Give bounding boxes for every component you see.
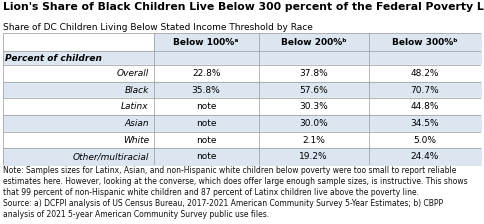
Text: Below 100%ᵃ: Below 100%ᵃ: [173, 38, 239, 47]
Text: 2.1%: 2.1%: [302, 136, 325, 144]
Text: Black: Black: [124, 86, 149, 95]
Text: Latinx: Latinx: [121, 102, 149, 111]
Text: 37.8%: 37.8%: [299, 69, 328, 78]
Text: 30.3%: 30.3%: [299, 102, 328, 111]
Text: note: note: [196, 102, 216, 111]
Text: 19.2%: 19.2%: [300, 152, 328, 161]
Text: White: White: [122, 136, 149, 144]
Text: 24.4%: 24.4%: [410, 152, 439, 161]
Text: note: note: [196, 136, 216, 144]
Text: Below 200%ᵇ: Below 200%ᵇ: [281, 38, 347, 47]
Text: Share of DC Children Living Below Stated Income Threshold by Race: Share of DC Children Living Below Stated…: [3, 23, 313, 32]
Text: 5.0%: 5.0%: [413, 136, 437, 144]
Text: 22.8%: 22.8%: [192, 69, 220, 78]
Text: Asian: Asian: [124, 119, 149, 128]
Text: 57.6%: 57.6%: [299, 86, 328, 95]
Text: note: note: [196, 119, 216, 128]
Text: Percent of children: Percent of children: [5, 54, 102, 63]
Text: 70.7%: 70.7%: [410, 86, 439, 95]
Text: 44.8%: 44.8%: [410, 102, 439, 111]
Text: Lion's Share of Black Children Live Below 300 percent of the Federal Poverty Lin: Lion's Share of Black Children Live Belo…: [3, 2, 484, 12]
Text: 35.8%: 35.8%: [192, 86, 221, 95]
Text: Other/multiracial: Other/multiracial: [73, 152, 149, 161]
Text: Below 300%ᵇ: Below 300%ᵇ: [392, 38, 458, 47]
Text: 34.5%: 34.5%: [410, 119, 439, 128]
Text: note: note: [196, 152, 216, 161]
Text: 30.0%: 30.0%: [299, 119, 328, 128]
Text: 48.2%: 48.2%: [410, 69, 439, 78]
Text: Overall: Overall: [117, 69, 149, 78]
Text: Note: Samples sizes for Latinx, Asian, and non-Hispanic white children below pov: Note: Samples sizes for Latinx, Asian, a…: [3, 166, 468, 219]
